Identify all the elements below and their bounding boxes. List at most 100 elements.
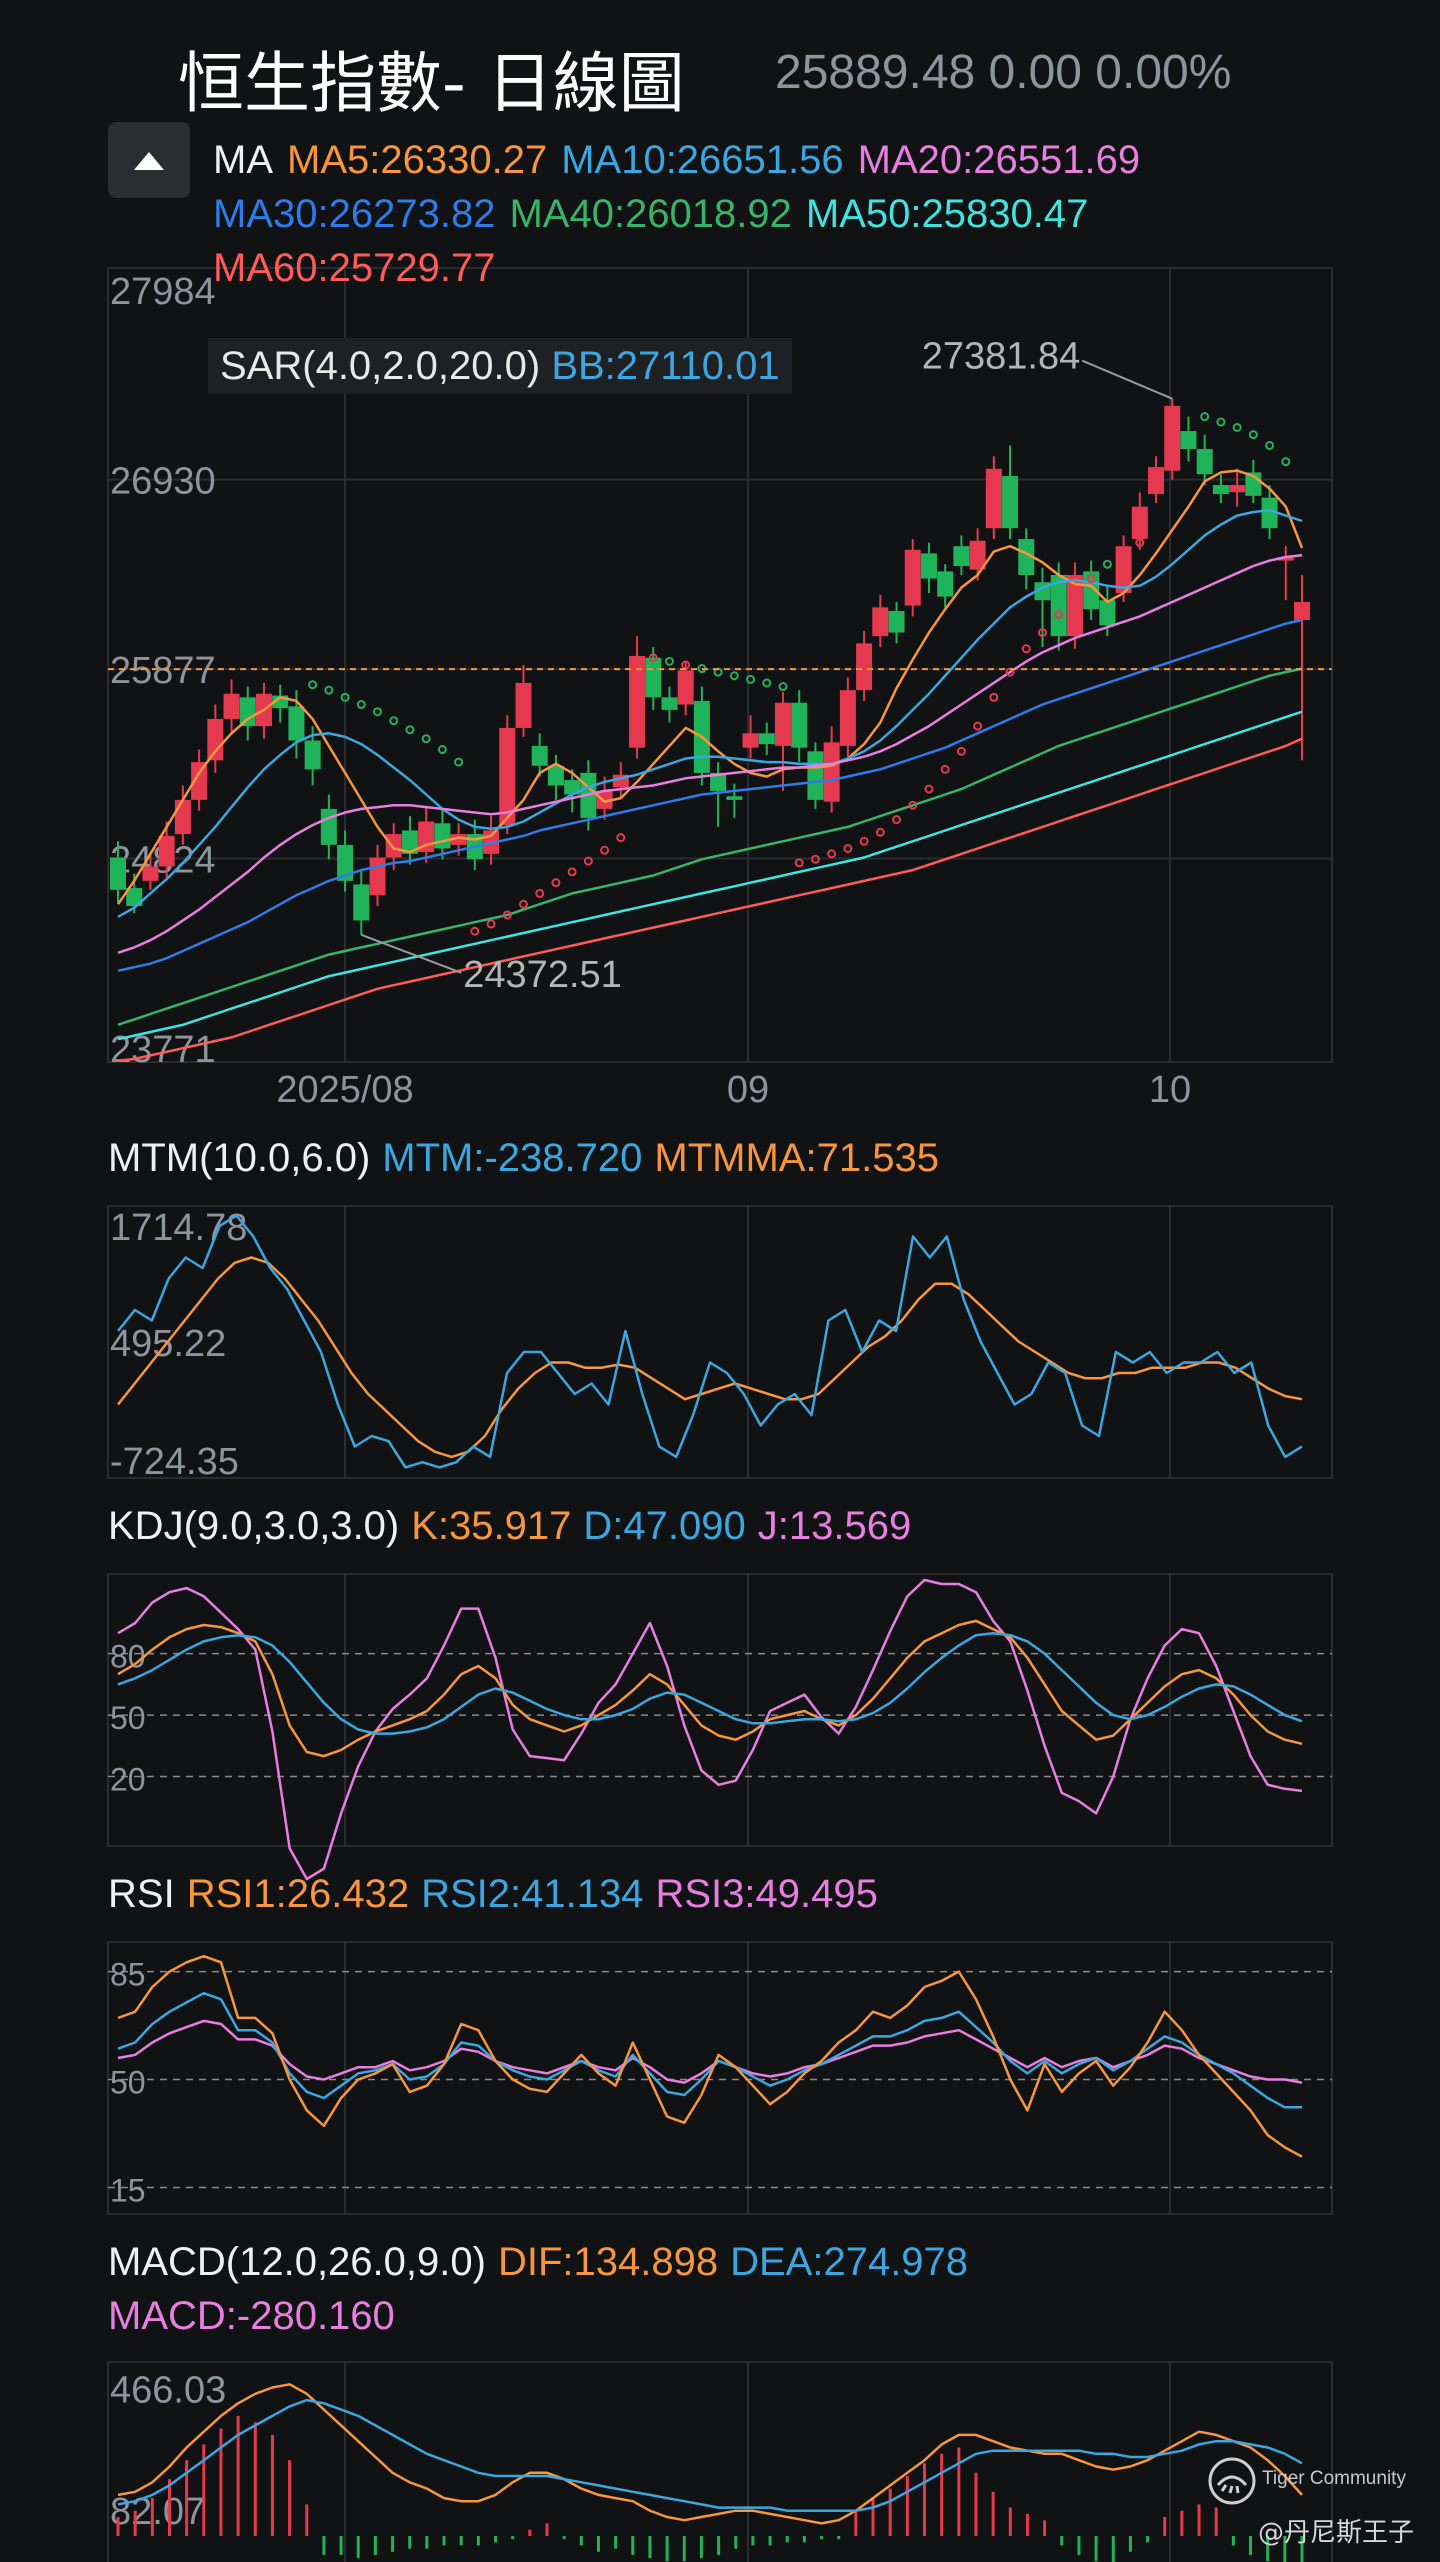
candle-body	[969, 540, 986, 570]
ma-legend-row-2: MA30:26273.82 MA40:26018.92 MA50:25830.47	[213, 192, 1102, 237]
macd-bar	[339, 2536, 343, 2555]
macd-bar	[219, 2428, 223, 2536]
rsi2-line	[117, 1991, 1302, 2109]
candle-body	[1277, 557, 1294, 561]
legend-sar: SAR(4.0,2.0,20.0)	[220, 344, 541, 388]
candle-body	[774, 702, 791, 746]
candle-body	[904, 549, 921, 606]
macd-bar	[356, 2536, 360, 2559]
macd-bar	[253, 2422, 257, 2536]
candle-body	[320, 808, 337, 845]
macd-bar	[1025, 2513, 1029, 2536]
candle-body	[920, 553, 937, 579]
macd-bar	[494, 2536, 498, 2543]
mtm-header: MTM(10.0,6.0) MTM:-238.720 MTMMA:71.535	[108, 1136, 951, 1181]
macd-bar	[871, 2498, 875, 2536]
sar-dot	[1054, 610, 1064, 620]
candle-body	[1002, 476, 1019, 529]
dea-line	[117, 2398, 1303, 2512]
kdj-k-line	[117, 1619, 1303, 1758]
sar-dot	[648, 653, 658, 663]
tiger-logo-icon	[1208, 2457, 1256, 2505]
mtm-title: MTM(10.0,6.0)	[108, 1136, 371, 1180]
macd-title: MACD(12.0,26.0,9.0)	[108, 2240, 486, 2284]
macd-bar	[373, 2536, 377, 2555]
macd-value: MACD:-280.160	[108, 2294, 395, 2338]
price-tick-label: 25877	[110, 650, 216, 692]
candle-body	[191, 762, 208, 800]
sar-dot	[810, 854, 820, 864]
candle-body	[937, 571, 954, 597]
macd-bar	[940, 2453, 944, 2536]
sar-dot	[1248, 430, 1258, 440]
candle-body	[547, 765, 564, 786]
macd-bar	[905, 2475, 909, 2536]
candle-body	[742, 733, 759, 748]
macd-bar	[545, 2523, 549, 2536]
rsi1-value: RSI1:26.432	[186, 1872, 410, 1916]
macd-bar	[1163, 2517, 1167, 2536]
sar-dot	[956, 746, 966, 756]
sar-dot	[908, 800, 918, 810]
macd-bar	[820, 2536, 824, 2540]
dea-value: DEA:274.978	[730, 2240, 969, 2284]
candle-body	[239, 697, 256, 727]
macd-bar	[236, 2415, 240, 2536]
mtmma-value: MTMMA:71.535	[654, 1136, 939, 1180]
candle-body	[142, 866, 159, 881]
sar-dot	[567, 867, 577, 877]
legend-ma5: MA5:26330.27	[287, 138, 548, 182]
sar-dot	[356, 700, 366, 710]
macd-bar	[1146, 2536, 1150, 2543]
macd-bar	[133, 2510, 137, 2536]
macd-header: MACD(12.0,26.0,9.0) DIF:134.898 DEA:274.97…	[108, 2240, 980, 2285]
sar-dot	[875, 827, 885, 837]
candle-body	[856, 643, 873, 691]
ma-line-ma5	[116, 469, 1304, 905]
macd-bar	[957, 2447, 961, 2536]
macd-bar	[837, 2536, 841, 2540]
candle-body	[126, 888, 143, 907]
macd-bar	[768, 2536, 772, 2546]
sar-dot	[389, 716, 399, 726]
price-quote: 25889.48 0.00 0.00%	[775, 46, 1232, 99]
macd-bar	[751, 2536, 755, 2546]
macd-bar	[425, 2536, 429, 2549]
sar-dot	[1070, 592, 1080, 602]
sar-dot	[1135, 538, 1145, 548]
rsi-panel-tick-label: 50	[110, 2065, 146, 2101]
chevron-up-icon	[134, 152, 164, 170]
price-tick-label: 26930	[110, 461, 216, 503]
candle-body	[174, 799, 191, 835]
rsi-header: RSI RSI1:26.432 RSI2:41.134 RSI3:49.495	[108, 1872, 890, 1917]
sar-dot	[1265, 440, 1275, 450]
candle-body	[807, 751, 824, 800]
low-leader-line	[360, 933, 462, 974]
sar-bb-legend: SAR(4.0,2.0,20.0) BB:27110.01	[208, 338, 792, 394]
candle-body	[1148, 467, 1165, 495]
collapse-button[interactable]	[108, 122, 190, 198]
macd-bar	[854, 2510, 858, 2536]
candle-body	[1180, 431, 1197, 450]
ma-line-ma50	[117, 710, 1303, 1041]
ma-line-ma30	[117, 618, 1303, 973]
kdj-panel-frame	[107, 1573, 1333, 1847]
ma-line-ma40	[117, 667, 1303, 1026]
candle-body	[661, 697, 678, 710]
legend-ma10: MA10:26651.56	[561, 138, 844, 182]
macd-bar	[459, 2536, 463, 2546]
kdj-d-line	[117, 1631, 1303, 1735]
sar-dot	[762, 678, 772, 688]
mtm-panel-frame	[107, 1205, 1333, 1479]
rsi3-value: RSI3:49.495	[655, 1872, 878, 1916]
sar-dot	[421, 734, 431, 744]
sar-dot	[1102, 559, 1112, 569]
candle-body	[1196, 449, 1213, 475]
macd-bar	[150, 2498, 154, 2536]
sar-dot	[437, 745, 447, 755]
macd-bar	[562, 2536, 566, 2540]
candle-body	[1212, 485, 1229, 495]
sar-dot	[324, 685, 334, 695]
macd-bar	[974, 2472, 978, 2536]
candle-body	[872, 607, 889, 637]
